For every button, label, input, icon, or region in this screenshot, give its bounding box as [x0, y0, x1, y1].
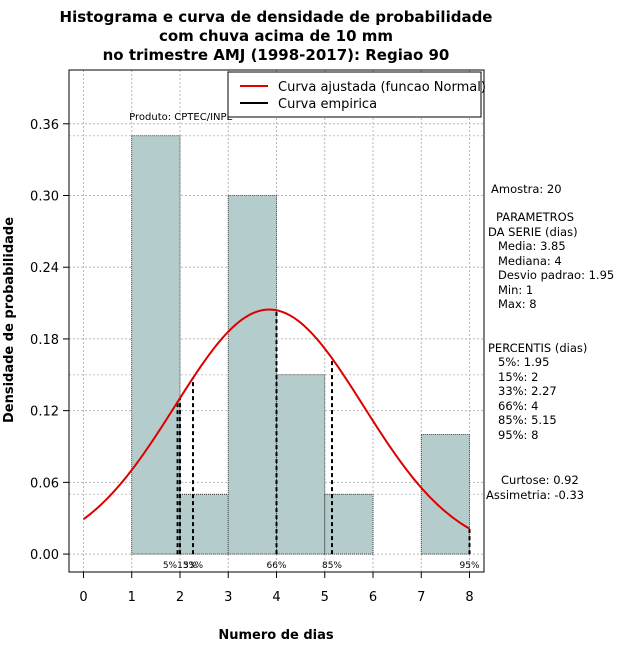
y-tick-label: 0.18 — [30, 333, 59, 348]
x-tick-label: 1 — [128, 590, 136, 605]
legend-label-empirical: Curva empirica — [278, 97, 377, 112]
param-max: Max: 8 — [498, 297, 537, 311]
plot-frame — [68, 69, 485, 573]
x-tick-label: 6 — [369, 590, 377, 605]
histogram-bar — [420, 434, 470, 555]
chart-title-line-2: com chuva acima de 10 mm — [159, 27, 393, 45]
percentile-label: 95% — [460, 561, 480, 571]
percentile-label: 5%15% — [163, 561, 198, 571]
x-tick-label: 0 — [79, 590, 87, 605]
params-title-line-1: PARAMETROS — [496, 210, 574, 224]
param-media: Media: 3.85 — [498, 239, 566, 253]
y-tick-label: 0.00 — [30, 548, 59, 563]
y-tick-label: 0.12 — [30, 405, 59, 420]
fitted-normal-curve — [82, 308, 471, 530]
stat-assimetria: Assimetria: -0.33 — [486, 488, 584, 502]
stats-panel: Amostra: 20 PARAMETROS DA SERIE (dias) M… — [486, 182, 614, 502]
y-tick-label: 0.36 — [30, 118, 59, 133]
chart-title-line-3: no trimestre AMJ (1998-2017): Regiao 90 — [103, 46, 450, 64]
y-tick-label: 0.24 — [30, 261, 59, 276]
x-axis-title: Numero de dias — [218, 628, 334, 643]
param-desvio: Desvio padrao: 1.95 — [498, 268, 614, 282]
legend: Curva ajustada (funcao Normal) Curva emp… — [227, 71, 486, 118]
percentil-15: 15%: 2 — [498, 370, 538, 384]
legend-label-fitted: Curva ajustada (funcao Normal) — [278, 80, 486, 95]
histogram-bar — [131, 135, 181, 555]
percentil-95: 95%: 8 — [498, 428, 538, 442]
param-mediana: Mediana: 4 — [498, 254, 562, 268]
credit-label: Produto: CPTEC/INPE — [129, 112, 233, 123]
x-tick-label: 3 — [224, 590, 232, 605]
stat-curtose: Curtose: 0.92 — [501, 473, 579, 487]
percentil-5: 5%: 1.95 — [498, 355, 549, 369]
params-title-line-2: DA SERIE (dias) — [488, 225, 578, 239]
y-tick-label: 0.30 — [30, 190, 59, 205]
y-axis-title: Densidade de probabilidade — [2, 217, 17, 423]
percentile-label: 85% — [322, 561, 342, 571]
histogram-bar — [227, 195, 277, 555]
x-tick-label: 2 — [176, 590, 184, 605]
histogram-bar — [276, 374, 326, 555]
y-tick-label: 0.06 — [30, 476, 59, 491]
percentis-title: PERCENTIS (dias) — [488, 341, 587, 355]
percentile-label: 66% — [266, 561, 286, 571]
x-tick-label: 4 — [272, 590, 280, 605]
x-tick-label: 8 — [465, 590, 473, 605]
stat-sample: Amostra: 20 — [491, 182, 562, 196]
x-tick-label: 7 — [417, 590, 425, 605]
percentil-33: 33%: 2.27 — [498, 384, 557, 398]
percentile-label: 33% — [183, 561, 203, 571]
x-tick-label: 5 — [321, 590, 329, 605]
percentil-66: 66%: 4 — [498, 399, 538, 413]
histogram-bar — [179, 493, 229, 555]
percentil-85: 85%: 5.15 — [498, 413, 557, 427]
legend-box — [227, 71, 482, 118]
chart-title-line-1: Histograma e curva de densidade de proba… — [60, 8, 493, 26]
param-min: Min: 1 — [498, 283, 533, 297]
